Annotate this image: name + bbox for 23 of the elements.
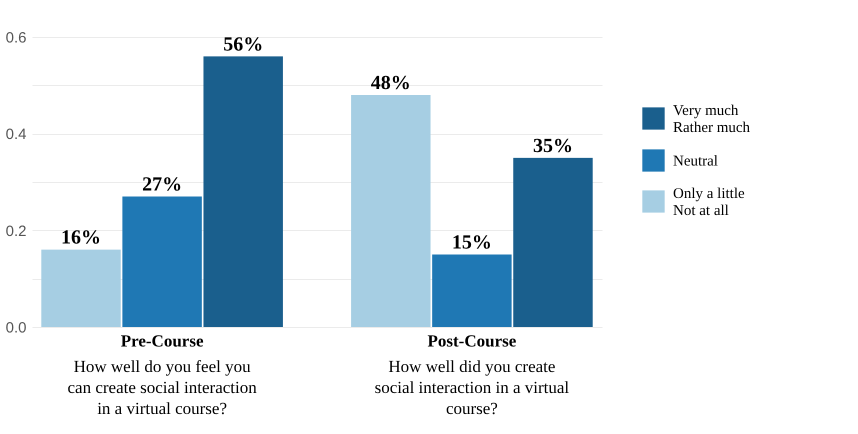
bar — [432, 254, 512, 327]
y-tick-label: 0.0 — [6, 320, 26, 336]
data-label: 16% — [61, 226, 102, 249]
bar — [513, 158, 593, 327]
bar — [351, 95, 431, 327]
x-tick-label: Pre-Course — [120, 332, 204, 350]
data-label: 35% — [532, 134, 573, 157]
data-label: 27% — [142, 174, 182, 196]
legend-label: Only a little Not at all — [673, 186, 745, 219]
data-label: 48% — [370, 72, 411, 94]
text: How well did you create social interaction in a virtual course? — [374, 357, 570, 418]
bar — [203, 56, 283, 327]
y-tick-label: 0.2 — [6, 222, 26, 240]
legend-label: Neutral — [673, 154, 718, 170]
x-tick-label: Post-Course — [428, 332, 517, 350]
y-tick-label: 0.4 — [6, 126, 26, 144]
data-label: 15% — [452, 232, 492, 254]
data-label: 56% — [223, 33, 264, 56]
legend-label: Very much Rather much — [673, 103, 751, 136]
bar — [41, 250, 121, 327]
bar — [122, 196, 202, 327]
y-tick-label: 0.6 — [6, 30, 26, 46]
text: How well do you feel you can create social interaction in a virtual course? — [67, 357, 258, 418]
